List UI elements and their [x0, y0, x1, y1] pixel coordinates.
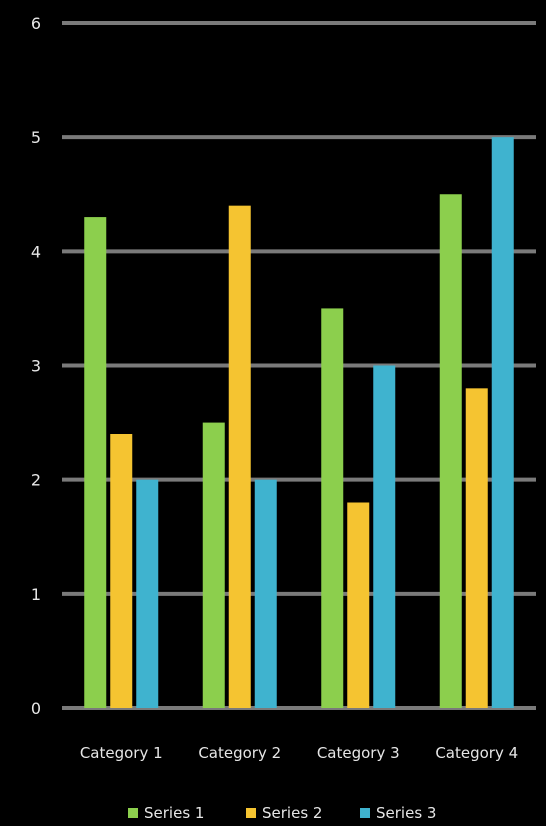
- y-tick-label-1: 1: [31, 585, 41, 604]
- bar-series2-category2: [228, 205, 251, 708]
- bars: [84, 137, 514, 709]
- bar-series2-category3: [347, 502, 370, 708]
- bar-series3-category1: [136, 479, 159, 708]
- bar-series1-category2: [202, 422, 225, 708]
- y-tick-label-3: 3: [31, 357, 41, 376]
- legend-label-series-1: Series 1: [144, 804, 204, 822]
- y-tick-label-4: 4: [31, 242, 41, 261]
- legend-swatch-series-3: [360, 808, 370, 818]
- legend-label-series-2: Series 2: [262, 804, 322, 822]
- bar-series1-category3: [321, 308, 344, 708]
- bar-series2-category4: [465, 388, 488, 708]
- legend-swatch-series-2: [246, 808, 256, 818]
- bar-series3-category3: [373, 365, 396, 708]
- x-tick-label-category-3: Category 3: [317, 744, 400, 762]
- x-axis-category-labels: Category 1 Category 2 Category 3 Category 4: [80, 744, 518, 762]
- x-tick-label-category-4: Category 4: [435, 744, 518, 762]
- y-tick-label-6: 6: [31, 14, 41, 33]
- y-tick-label-0: 0: [31, 699, 41, 718]
- bar-series1-category1: [84, 217, 107, 709]
- y-tick-label-5: 5: [31, 128, 41, 147]
- legend: Series 1 Series 2 Series 3: [128, 804, 436, 822]
- bar-series2-category1: [110, 434, 133, 708]
- y-axis-tick-labels: 0 1 2 3 4 5 6: [31, 14, 41, 718]
- bar-series1-category4: [439, 194, 462, 708]
- x-tick-label-category-2: Category 2: [198, 744, 281, 762]
- bar-series3-category2: [254, 479, 277, 708]
- bar-series3-category4: [491, 137, 514, 708]
- legend-label-series-3: Series 3: [376, 804, 436, 822]
- legend-swatch-series-1: [128, 808, 138, 818]
- x-tick-label-category-1: Category 1: [80, 744, 163, 762]
- y-tick-label-2: 2: [31, 471, 41, 490]
